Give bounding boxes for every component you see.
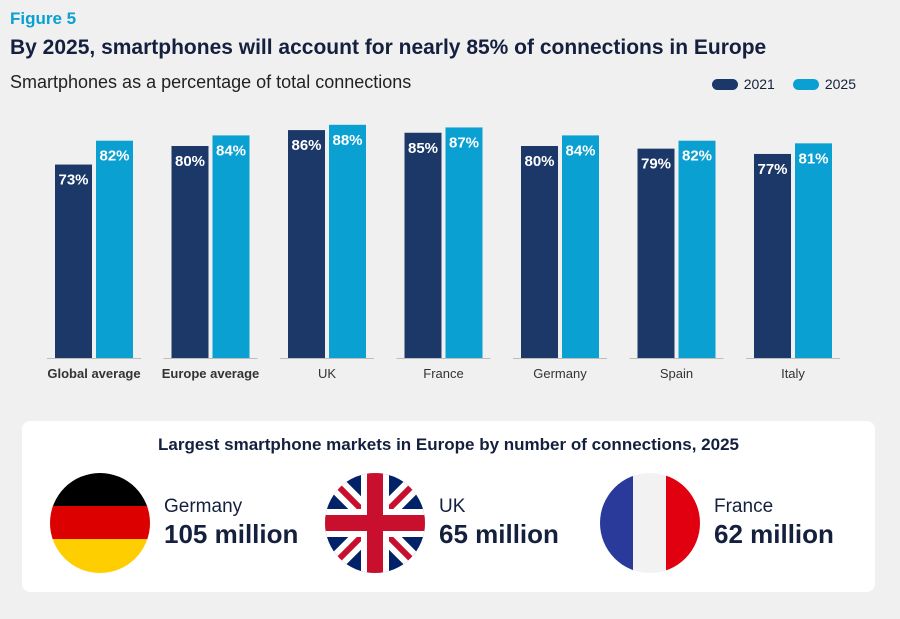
bar-italy-2021 — [754, 153, 791, 358]
category-label-spain: Spain — [660, 366, 693, 381]
data-label-france-2025: 87% — [449, 134, 479, 151]
data-label-uk-2025: 88% — [332, 132, 362, 149]
market-country: Germany — [164, 496, 243, 517]
legend-label-2021: 2021 — [743, 76, 775, 92]
chart-subtitle: Smartphones as a percentage of total con… — [10, 72, 412, 92]
bar-germany-2021 — [521, 146, 558, 358]
data-label-uk-2021: 86% — [291, 137, 321, 154]
data-label-italy-2025: 81% — [798, 150, 828, 167]
market-value: 62 million — [714, 519, 834, 549]
data-label-spain-2021: 79% — [641, 156, 671, 173]
bar-global-average-2021 — [55, 164, 92, 358]
figure-label: Figure 5 — [10, 9, 77, 28]
market-value: 65 million — [439, 519, 559, 549]
data-label-italy-2021: 77% — [757, 161, 787, 178]
bar-uk-2021 — [288, 130, 325, 358]
legend-swatch-2021 — [711, 78, 738, 90]
data-label-germany-2025: 84% — [565, 142, 595, 159]
category-label-italy: Italy — [781, 366, 805, 381]
market-value: 105 million — [164, 519, 299, 549]
market-germany: Germany 105 million — [50, 473, 298, 573]
bar-uk-2025 — [329, 124, 366, 358]
market-country: France — [714, 496, 774, 517]
chart-title: By 2025, smartphones will account for ne… — [10, 36, 767, 59]
category-label-global-average: Global average — [47, 366, 140, 381]
data-label-germany-2021: 80% — [524, 153, 554, 170]
bar-france-2025 — [445, 127, 483, 358]
market-country: UK — [439, 496, 466, 517]
category-label-france: France — [423, 366, 463, 381]
bar-europe-average-2025 — [212, 135, 250, 358]
bar-chart: 73% 82% Global average 80% 84% Europe average… — [47, 124, 840, 381]
legend-item-2021: 2021 — [711, 76, 775, 92]
data-label-spain-2025: 82% — [682, 148, 712, 165]
markets-title: Largest smartphone markets in Europe by … — [158, 435, 739, 454]
data-label-europe-average-2021: 80% — [175, 153, 205, 170]
market-uk: UK 65 million — [325, 473, 559, 573]
bar-italy-2025 — [795, 143, 832, 358]
legend-label-2025: 2025 — [824, 76, 856, 92]
category-label-germany: Germany — [533, 366, 587, 381]
market-france: France 62 million — [600, 473, 834, 573]
legend-item-2025: 2025 — [792, 76, 856, 92]
bar-global-average-2025 — [96, 140, 133, 358]
bar-europe-average-2021 — [171, 146, 209, 358]
category-label-uk: UK — [318, 366, 336, 381]
legend: 2021 2025 — [694, 76, 856, 92]
legend-swatch-2025 — [792, 78, 819, 90]
data-label-france-2021: 85% — [408, 140, 438, 157]
data-label-global-average-2021: 73% — [58, 172, 88, 189]
germany-flag-icon — [50, 473, 150, 573]
uk-flag-icon — [325, 473, 425, 573]
data-label-global-average-2025: 82% — [99, 148, 129, 165]
bar-france-2021 — [404, 132, 442, 358]
category-label-europe-average: Europe average — [162, 366, 260, 381]
france-flag-icon — [600, 473, 700, 573]
bar-spain-2025 — [678, 140, 716, 358]
bar-germany-2025 — [562, 135, 599, 358]
markets-panel: Largest smartphone markets in Europe by … — [22, 421, 875, 592]
bar-spain-2021 — [637, 148, 675, 358]
data-label-europe-average-2025: 84% — [216, 142, 246, 159]
